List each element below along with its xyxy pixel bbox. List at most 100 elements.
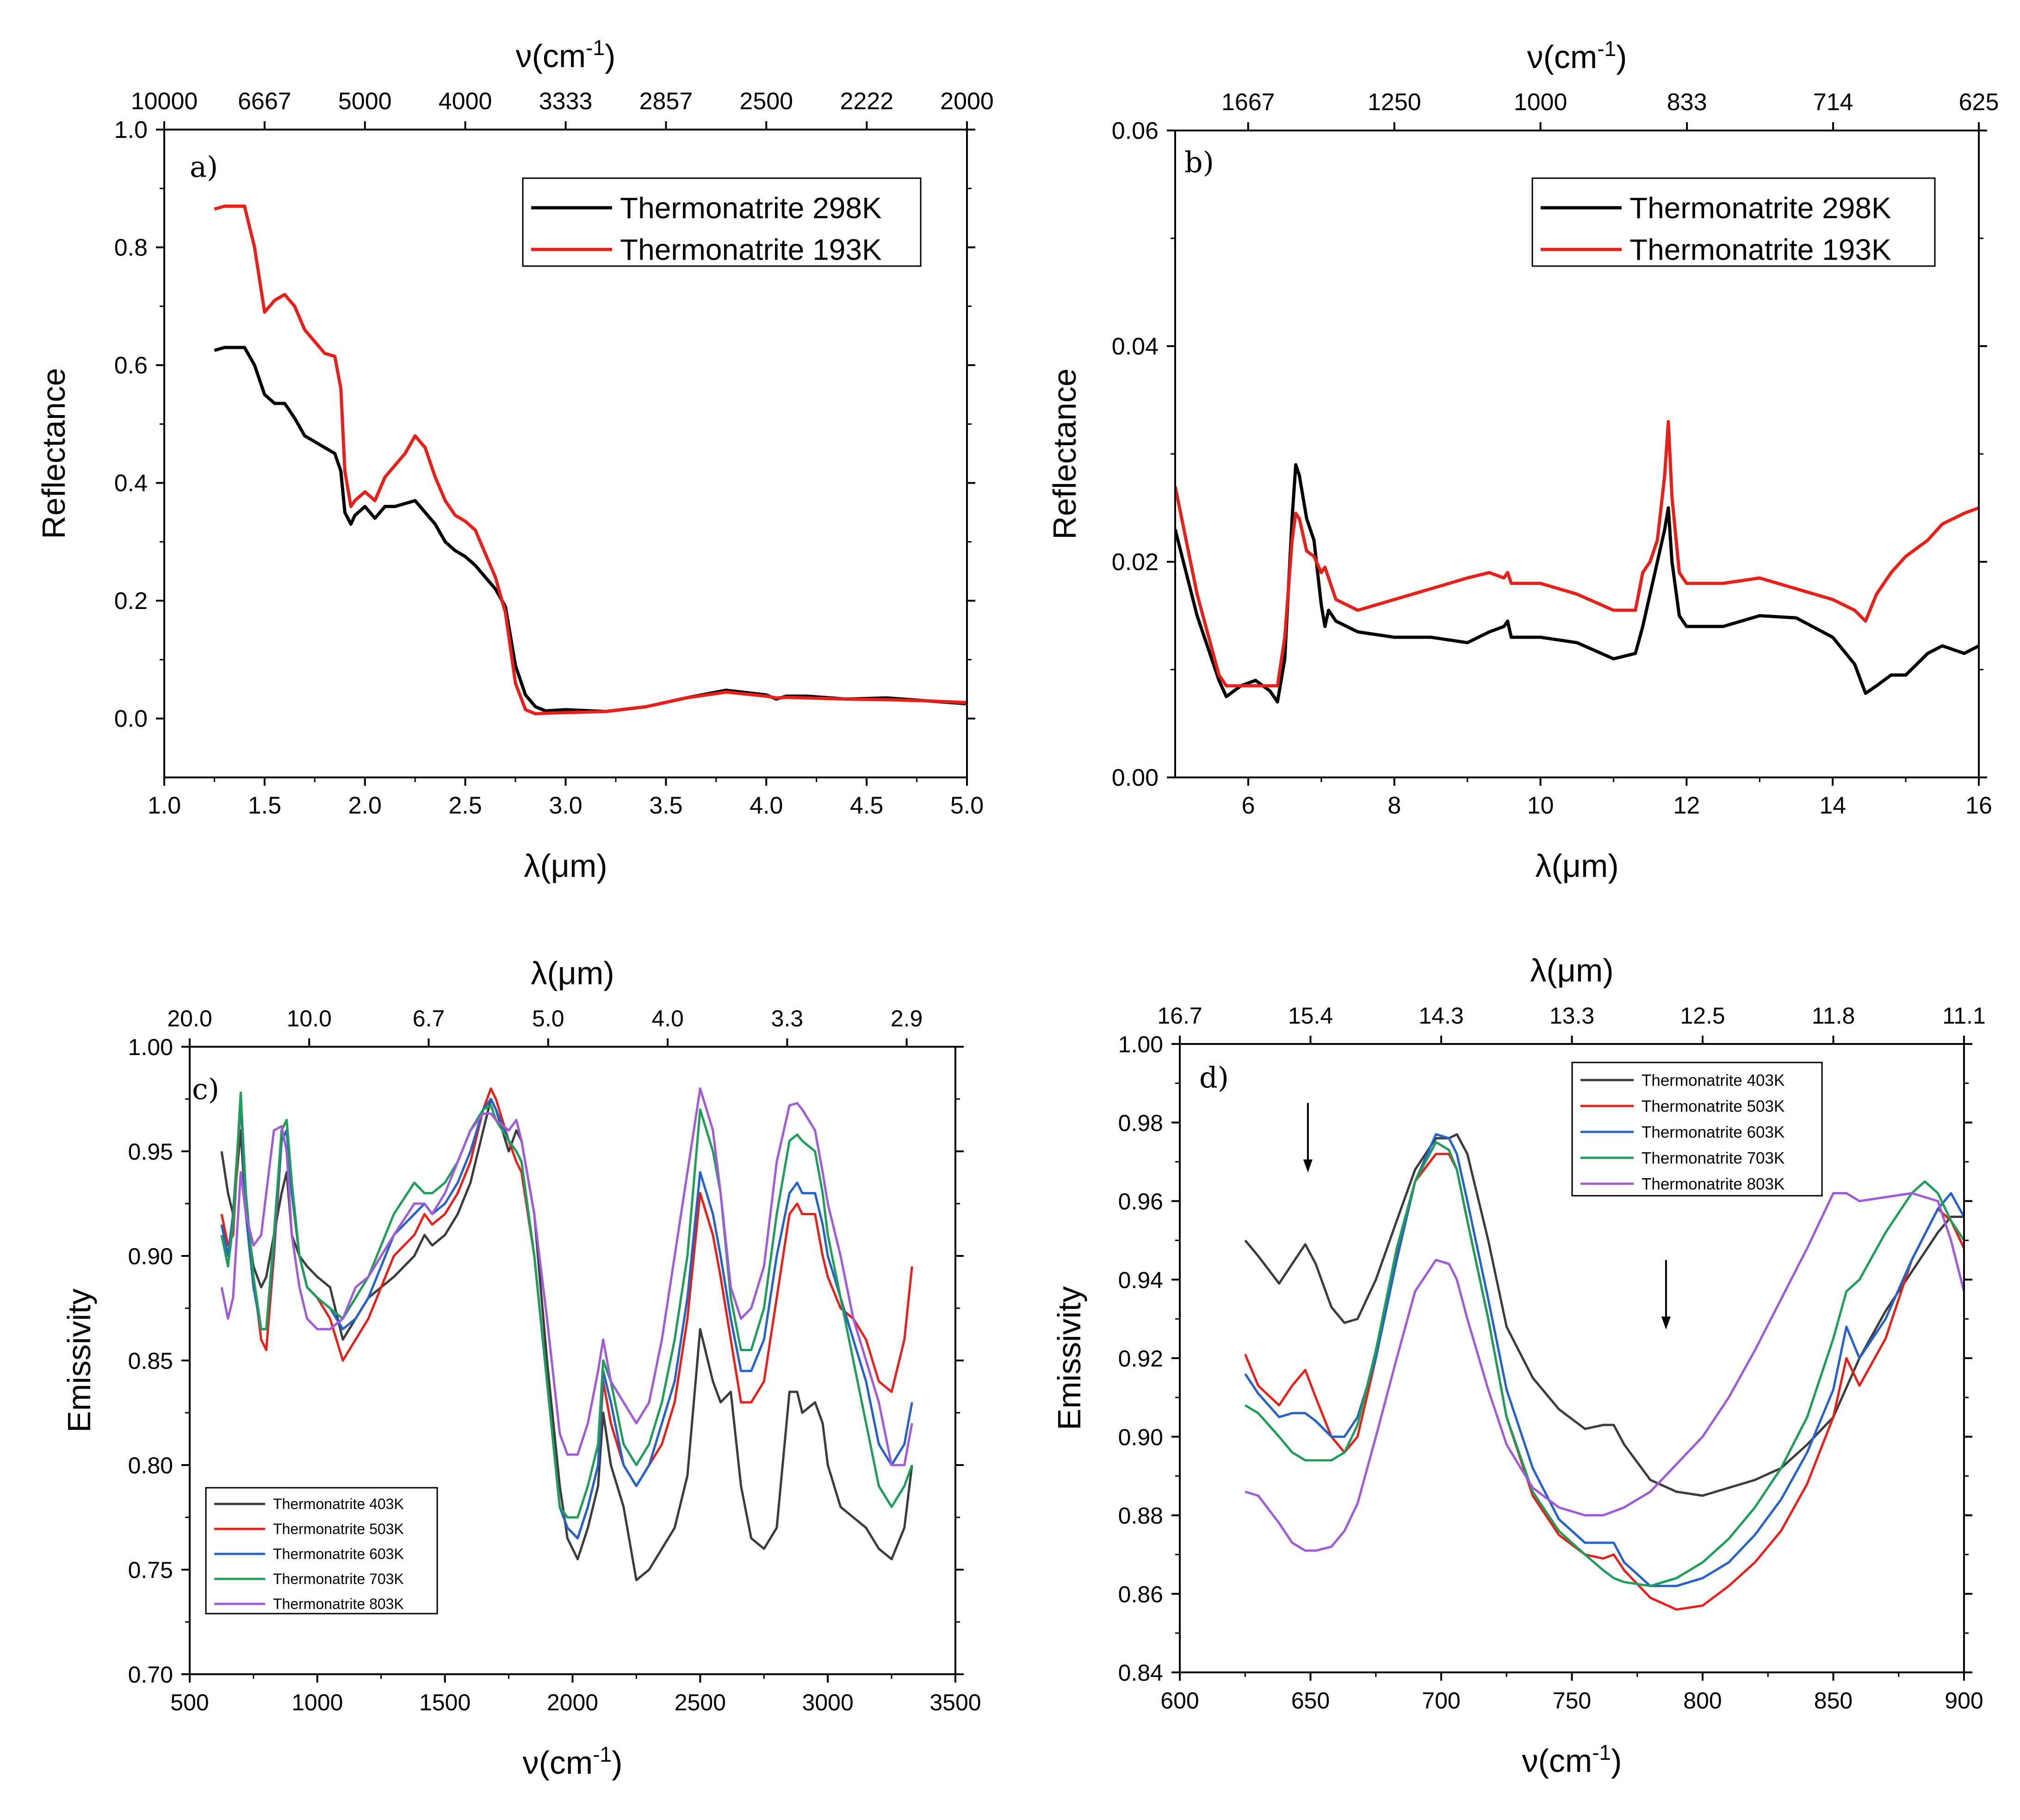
y-tick-label: 0.94 (1118, 1267, 1163, 1293)
series-line-1 (214, 346, 967, 713)
y-tick-label: 0.8 (114, 235, 148, 261)
top-tick-label: 16.7 (1157, 1003, 1202, 1029)
x-axis-label: λ(μm) (524, 848, 607, 884)
series-line-3 (220, 1098, 913, 1540)
y-tick-label: 0.85 (128, 1348, 173, 1374)
top-tick-label: 1000 (1514, 89, 1568, 116)
top-axis-label: λ(μm) (531, 955, 614, 991)
x-tick-label: 850 (1814, 1688, 1853, 1714)
x-tick-label: 600 (1160, 1688, 1199, 1714)
top-tick-label: 14.3 (1419, 1003, 1463, 1029)
series-line-4 (1245, 1141, 1964, 1587)
series-line-2 (1244, 1153, 1964, 1611)
x-tick-label: 1000 (291, 1690, 343, 1715)
y-tick-label: 0.06 (1112, 118, 1159, 144)
series-line-2 (220, 1087, 913, 1540)
legend-box (522, 177, 922, 267)
top-tick-label: 3333 (539, 88, 593, 115)
y-tick-label: 0.02 (1112, 549, 1159, 576)
panel-label: c) (192, 1072, 219, 1106)
x-tick-label: 2.0 (348, 792, 382, 819)
top-tick-label: 2.9 (891, 1006, 923, 1031)
top-tick-label: 12.5 (1680, 1003, 1725, 1029)
top-tick-label: 714 (1813, 89, 1853, 116)
x-tick-label: 900 (1945, 1688, 1983, 1714)
legend-label: Thermonatrite 193K (1630, 233, 1891, 266)
y-tick-label: 0.4 (114, 470, 148, 497)
x-tick-label: 2500 (675, 1690, 726, 1715)
legend-label: Thermonatrite 193K (620, 233, 882, 266)
legend-label: Thermonatrite 403K (1642, 1071, 1785, 1089)
legend-label: Thermonatrite 603K (1642, 1123, 1785, 1141)
top-tick-label: 5.0 (532, 1006, 564, 1031)
y-axis-label: Emissivity (61, 1288, 97, 1432)
top-tick-label: 5000 (338, 88, 392, 115)
y-tick-label: 0.84 (1118, 1660, 1163, 1686)
top-tick-label: 2000 (940, 88, 994, 115)
x-tick-label: 3.0 (549, 792, 582, 819)
x-tick-label: 4.0 (750, 792, 783, 819)
x-tick-label: 14 (1819, 792, 1846, 819)
y-tick-label: 0.70 (128, 1662, 173, 1688)
top-tick-label: 2222 (840, 88, 893, 115)
y-axis-label: Reflectance (36, 368, 72, 539)
legend-label: Thermonatrite 298K (620, 191, 882, 224)
top-tick-label: 2500 (739, 88, 793, 115)
x-tick-label: 2.5 (448, 792, 482, 819)
top-tick-label: 6.7 (413, 1006, 445, 1031)
x-tick-label: 8 (1388, 792, 1401, 819)
legend-box (1531, 177, 1936, 267)
y-tick-label: 0.90 (128, 1243, 173, 1269)
legend-box (1571, 1062, 1823, 1197)
legend-label: Thermonatrite 403K (273, 1496, 404, 1512)
x-tick-label: 10 (1527, 792, 1554, 819)
y-tick-label: 0.75 (128, 1557, 173, 1583)
top-tick-label: 11.1 (1942, 1003, 1986, 1029)
y-tick-label: 0.95 (128, 1139, 173, 1165)
x-tick-label: 500 (170, 1690, 209, 1715)
y-tick-label: 0.0 (114, 706, 148, 733)
top-axis-label: ν(cm-1) (516, 36, 616, 74)
top-tick-label: 625 (1959, 89, 1999, 116)
top-tick-label: 10000 (131, 88, 198, 115)
y-tick-label: 1.00 (128, 1034, 173, 1060)
top-tick-label: 3.3 (771, 1006, 804, 1031)
top-tick-label: 20.0 (167, 1006, 212, 1031)
y-tick-label: 0.2 (114, 588, 148, 615)
x-tick-label: 5.0 (950, 792, 984, 819)
top-tick-label: 13.3 (1549, 1003, 1594, 1029)
x-tick-label: 16 (1965, 792, 1992, 819)
chart-panel-3: 500 1000 1500 2000 2500 3000 3500 0.70 0.75 0.80 0… (61, 955, 981, 1781)
legend-label: Thermonatrite 503K (1642, 1097, 1785, 1115)
y-axis-label: Emissivity (1051, 1286, 1087, 1430)
series-line-1 (1244, 1133, 1964, 1497)
x-tick-label: 1.5 (248, 792, 281, 819)
y-tick-label: 1.00 (1118, 1031, 1163, 1057)
y-tick-label: 0.00 (1112, 764, 1159, 791)
x-tick-label: 650 (1291, 1688, 1330, 1714)
top-tick-label: 11.8 (1812, 1003, 1855, 1029)
x-tick-label: 12 (1673, 792, 1700, 819)
legend-label: Thermonatrite 298K (1630, 191, 1891, 224)
y-tick-label: 1.0 (114, 117, 148, 143)
y-tick-label: 0.92 (1118, 1346, 1163, 1372)
top-tick-label: 833 (1667, 89, 1707, 116)
panel-label: a) (190, 150, 218, 184)
chart-panel-4: 600 650 700 750 800 850 900 0.84 0.86 0.88 0.90 0.9… (1051, 952, 1986, 1779)
y-tick-label: 0.80 (128, 1453, 173, 1478)
series-line-3 (1244, 1133, 1964, 1587)
top-tick-label: 10.0 (287, 1006, 332, 1031)
y-tick-label: 0.88 (1118, 1503, 1163, 1529)
chart-panel-2: 6 8 10 12 14 16 0.00 0.02 0.04 0.06 1667 1250 1000 83… (1047, 37, 1999, 884)
x-axis-label: ν(cm-1) (523, 1742, 623, 1781)
panel-label: d) (1199, 1061, 1229, 1094)
x-tick-label: 3.5 (649, 792, 682, 819)
legend-label: Thermonatrite 503K (273, 1521, 404, 1537)
x-tick-label: 1500 (419, 1690, 471, 1715)
series-line-2 (214, 205, 967, 715)
top-tick-label: 15.4 (1288, 1003, 1333, 1029)
y-axis-label: Reflectance (1047, 368, 1083, 540)
x-tick-label: 3500 (929, 1690, 981, 1715)
panel-label: b) (1184, 145, 1214, 179)
